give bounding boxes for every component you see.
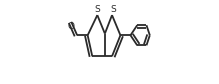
Text: O: O [67,22,74,31]
Text: S: S [94,5,100,14]
Text: S: S [110,5,116,14]
